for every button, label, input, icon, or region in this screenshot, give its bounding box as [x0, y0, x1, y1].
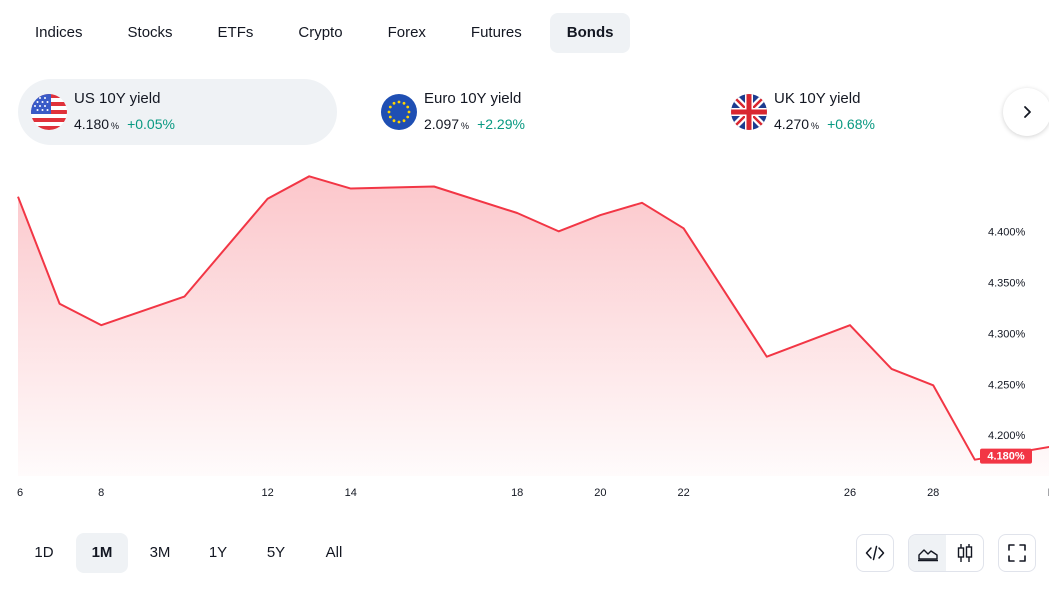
ticker-us-10y[interactable]: US 10Y yield 4.180% +0.05% — [18, 79, 337, 145]
ticker-value: 2.097 — [424, 116, 460, 132]
ticker-euro-10y[interactable]: Euro 10Y yield 2.097% +2.29% — [368, 79, 668, 145]
last-value-badge — [980, 448, 1032, 464]
ticker-name: Euro 10Y yield — [424, 90, 522, 107]
range-1m[interactable]: 1M — [76, 533, 128, 573]
ticker-unit: % — [461, 121, 470, 131]
tab-etfs[interactable]: ETFs — [217, 24, 254, 41]
tab-indices[interactable]: Indices — [35, 24, 83, 41]
ticker-strip: US 10Y yield 4.180% +0.05% Euro 10Y yield… — [18, 79, 1049, 145]
yield-chart[interactable]: 6812141820222628Dec46 4.400%4.350%4.300%… — [0, 160, 1049, 510]
embed-button[interactable] — [856, 534, 894, 572]
range-selector: 1D 1M 3M 1Y 5Y All — [18, 533, 366, 573]
range-1y[interactable]: 1Y — [208, 544, 228, 561]
x-tick-label: 28 — [927, 487, 939, 499]
series-line — [17, 175, 1049, 461]
ticker-unit: % — [111, 121, 120, 131]
series-area — [18, 176, 1049, 476]
range-5y[interactable]: 5Y — [266, 544, 286, 561]
y-tick-label: 4.400% — [988, 226, 1026, 238]
next-tickers-button[interactable] — [1003, 88, 1049, 136]
ticker-name: US 10Y yield — [74, 90, 161, 107]
fullscreen-icon — [1008, 544, 1026, 562]
chart-style-toggle — [908, 534, 984, 572]
tab-crypto[interactable]: Crypto — [298, 24, 343, 41]
chevron-right-icon — [1024, 106, 1031, 118]
y-tick-label: 4.200% — [988, 430, 1026, 442]
ticker-value-line: 4.270% +0.68% — [774, 116, 875, 132]
us-flag-icon — [31, 94, 67, 130]
y-tick-label: 4.250% — [988, 379, 1026, 391]
y-tick-label: 4.350% — [988, 277, 1026, 289]
ticker-value: 4.180 — [74, 116, 110, 132]
x-tick-label: Dec — [1048, 487, 1049, 499]
range-all[interactable]: All — [325, 544, 343, 561]
x-tick-label: 20 — [594, 487, 606, 499]
market-tabs: Indices Stocks ETFs Crypto Forex Futures… — [18, 13, 641, 53]
area-chart-icon — [917, 549, 938, 562]
candles-style-button[interactable] — [946, 535, 983, 571]
ticker-value-line: 2.097% +2.29% — [424, 116, 525, 132]
eu-flag-icon — [381, 94, 417, 130]
tab-bonds[interactable]: Bonds — [549, 13, 631, 53]
ticker-value: 4.270 — [774, 116, 810, 132]
x-tick-label: 12 — [261, 487, 273, 499]
ticker-uk-10y[interactable]: UK 10Y yield 4.270% +0.68% — [718, 79, 1008, 145]
last-value-label: 4.180% — [987, 451, 1025, 463]
ticker-name: UK 10Y yield — [774, 90, 861, 107]
area-style-button[interactable] — [909, 535, 946, 571]
range-3m[interactable]: 3M — [149, 544, 171, 561]
y-tick-label: 4.300% — [988, 328, 1026, 340]
tab-stocks[interactable]: Stocks — [127, 24, 173, 41]
ticker-unit: % — [811, 121, 820, 131]
candlestick-icon — [957, 544, 972, 562]
tab-futures[interactable]: Futures — [470, 24, 522, 41]
ticker-value-line: 4.180% +0.05% — [74, 116, 175, 132]
x-tick-label: 6 — [17, 487, 23, 499]
ticker-change: +2.29% — [477, 116, 525, 132]
x-tick-label: 22 — [677, 487, 689, 499]
code-icon — [865, 545, 885, 561]
x-tick-label: 14 — [345, 487, 357, 499]
tab-forex[interactable]: Forex — [387, 24, 426, 41]
ticker-change: +0.05% — [127, 116, 175, 132]
x-tick-label: 8 — [98, 487, 104, 499]
x-tick-label: 18 — [511, 487, 523, 499]
range-1d[interactable]: 1D — [34, 544, 54, 561]
fullscreen-button[interactable] — [998, 534, 1036, 572]
ticker-change: +0.68% — [827, 116, 875, 132]
x-tick-label: 26 — [844, 487, 856, 499]
uk-flag-icon — [731, 94, 767, 130]
